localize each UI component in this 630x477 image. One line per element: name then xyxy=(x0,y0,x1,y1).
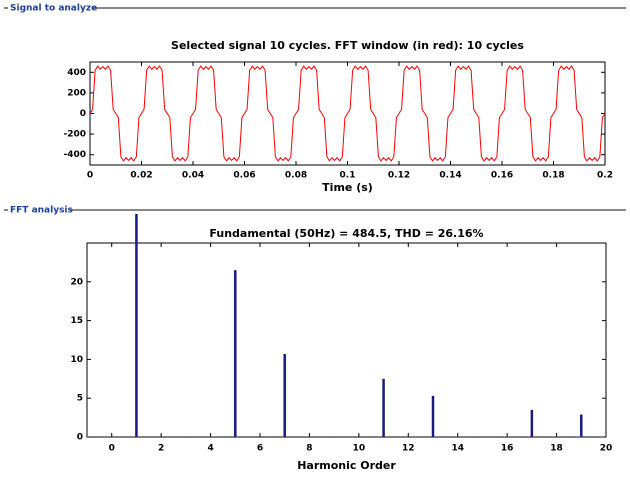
chart-title: Fundamental (50Hz) = 484.5, THD = 26.16% xyxy=(209,227,483,240)
x-tick-label: 0.1 xyxy=(340,171,356,181)
y-tick-label: -400 xyxy=(63,150,86,160)
x-axis-label: Time (s) xyxy=(322,181,373,194)
x-tick-label: 8 xyxy=(306,444,312,454)
x-tick-label: 0.02 xyxy=(130,171,152,181)
plot-content xyxy=(90,65,605,162)
x-tick-label: 0.16 xyxy=(491,171,513,181)
y-tick-label: 0 xyxy=(77,433,83,443)
panel-label: FFT analysis xyxy=(10,206,73,216)
x-axis-label: Harmonic Order xyxy=(297,459,396,472)
x-tick-label: 0.12 xyxy=(388,171,410,181)
x-tick-label: 0.04 xyxy=(182,171,204,181)
x-tick-label: 20 xyxy=(600,444,613,454)
x-tick-label: 16 xyxy=(501,444,514,454)
y-tick-label: 0 xyxy=(80,109,86,119)
x-tick-label: 2 xyxy=(158,444,164,454)
x-tick-label: 14 xyxy=(451,444,464,454)
y-tick-label: 400 xyxy=(67,68,86,78)
x-tick-label: 0 xyxy=(109,444,115,454)
x-tick-label: 4 xyxy=(207,444,213,454)
y-tick-label: -200 xyxy=(63,130,86,140)
x-tick-label: 0.14 xyxy=(439,171,461,181)
panel-label-bg xyxy=(8,204,70,216)
y-tick-label: 5 xyxy=(77,394,83,404)
y-tick-label: 200 xyxy=(67,88,86,98)
x-tick-label: 18 xyxy=(550,444,563,454)
y-tick-label: 10 xyxy=(70,355,83,365)
panel-label: Signal to analyze xyxy=(10,4,97,14)
x-tick-label: 0 xyxy=(87,171,93,181)
x-tick-label: 10 xyxy=(353,444,366,454)
x-tick-label: 12 xyxy=(402,444,415,454)
y-tick-label: 15 xyxy=(70,316,83,326)
panel-label-bg xyxy=(8,2,92,14)
x-tick-label: 6 xyxy=(257,444,263,454)
chart-title: Selected signal 10 cycles. FFT window (i… xyxy=(171,39,524,52)
y-tick-label: 20 xyxy=(70,277,83,287)
x-tick-label: 0.06 xyxy=(233,171,255,181)
x-tick-label: 0.2 xyxy=(597,171,613,181)
plot-content xyxy=(87,214,606,437)
signal-line xyxy=(90,65,605,162)
x-tick-label: 0.18 xyxy=(542,171,564,181)
x-tick-label: 0.08 xyxy=(285,171,307,181)
plot-area xyxy=(86,242,607,438)
